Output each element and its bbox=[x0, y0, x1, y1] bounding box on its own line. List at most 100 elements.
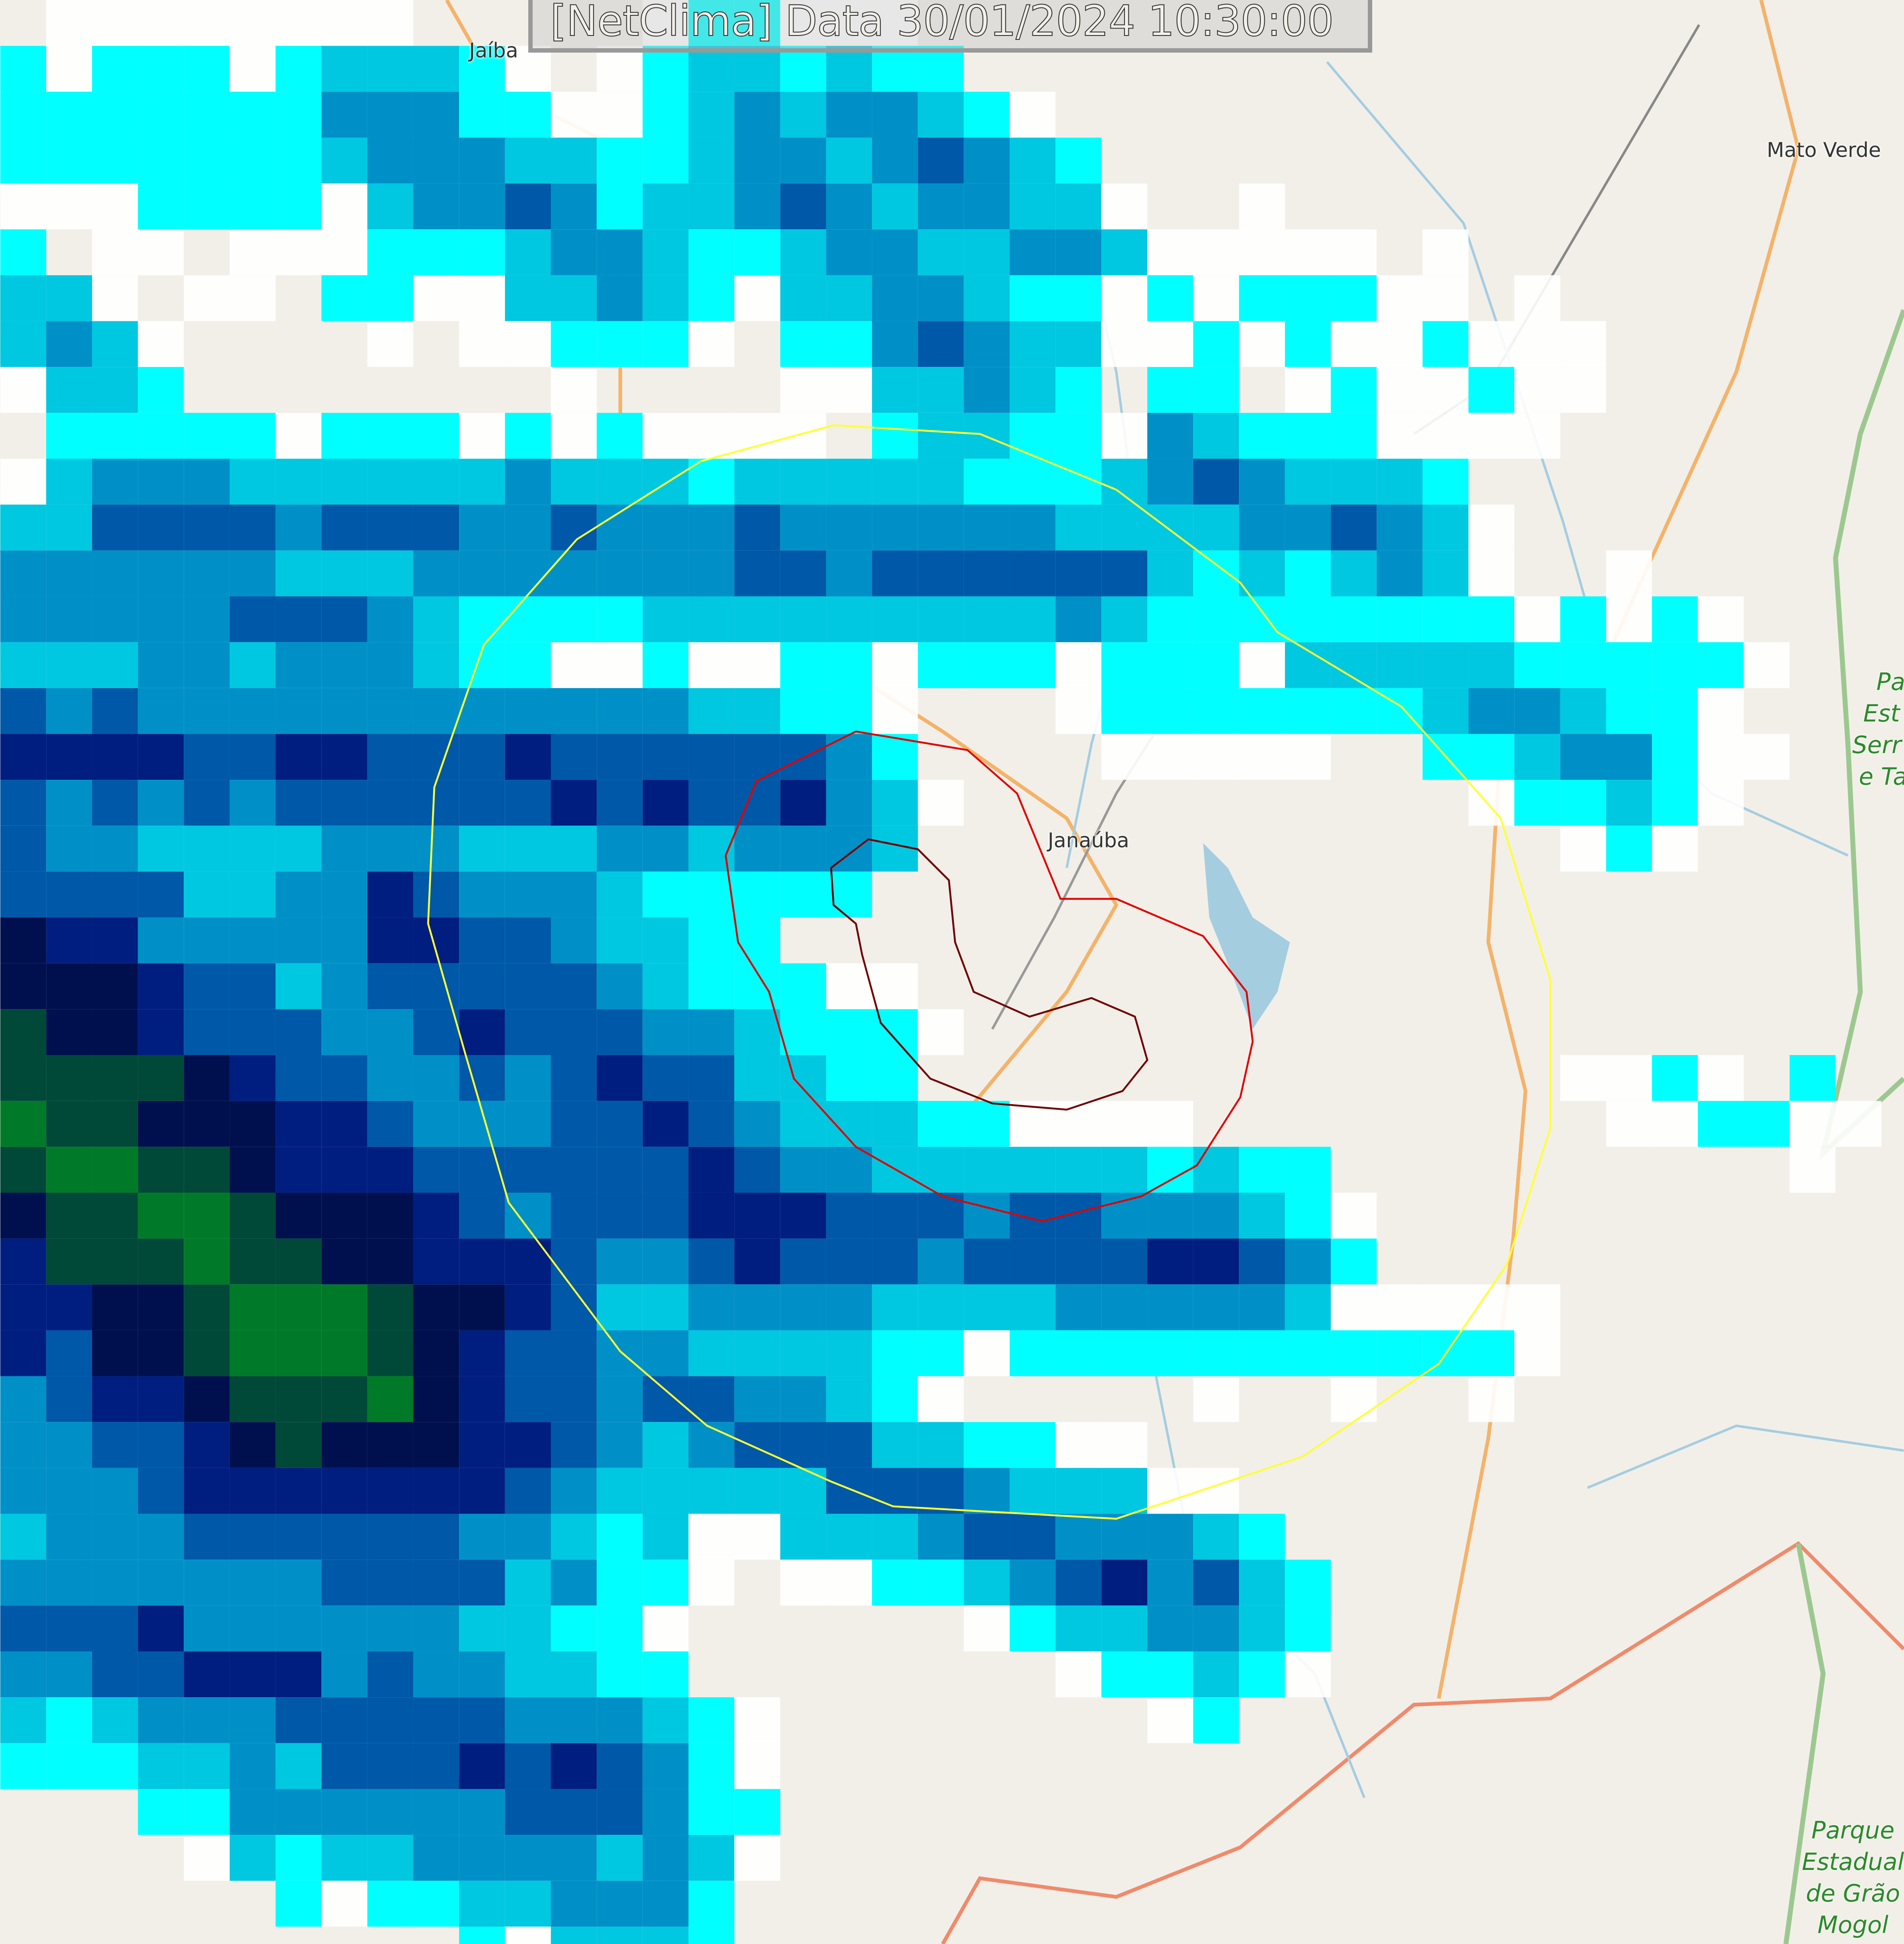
radar-cell bbox=[459, 1835, 505, 1881]
radar-cell bbox=[367, 596, 413, 643]
radar-cell bbox=[1514, 1284, 1560, 1330]
radar-cell bbox=[780, 367, 826, 413]
radar-cell bbox=[688, 1560, 735, 1606]
radar-cell bbox=[367, 321, 413, 367]
radar-cell bbox=[642, 1605, 689, 1652]
radar-cell bbox=[551, 1560, 597, 1606]
radar-cell bbox=[92, 780, 138, 826]
radar-cell bbox=[92, 275, 138, 321]
radar-cell bbox=[597, 825, 643, 872]
radar-cell bbox=[505, 1147, 551, 1193]
radar-cell bbox=[367, 825, 413, 872]
radar-cell bbox=[92, 1468, 138, 1514]
radar-cell bbox=[459, 963, 505, 1009]
radar-cell bbox=[642, 1926, 689, 1944]
radar-cell bbox=[229, 505, 276, 551]
radar-cell bbox=[780, 1376, 826, 1422]
radar-cell bbox=[1101, 1605, 1147, 1652]
radar-cell bbox=[1010, 1330, 1056, 1376]
radar-cell bbox=[1055, 1422, 1102, 1468]
radar-cell bbox=[321, 0, 367, 46]
radar-cell bbox=[505, 229, 551, 275]
radar-cell bbox=[1101, 458, 1147, 505]
radar-cell bbox=[964, 1284, 1010, 1330]
radar-cell bbox=[413, 688, 459, 734]
radar-cell bbox=[275, 825, 322, 872]
radar-cell bbox=[459, 458, 505, 505]
radar-cell bbox=[780, 871, 826, 918]
radar-cell bbox=[964, 550, 1010, 597]
radar-cell bbox=[1239, 458, 1285, 505]
radar-cell bbox=[505, 183, 551, 230]
radar-cell bbox=[1468, 1330, 1515, 1376]
radar-cell bbox=[826, 963, 872, 1009]
radar-cell bbox=[1101, 1192, 1147, 1239]
radar-cell bbox=[826, 596, 872, 643]
radar-cell bbox=[551, 963, 597, 1009]
radar-cell bbox=[459, 137, 505, 184]
radar-cell bbox=[1331, 688, 1377, 734]
radar-cell bbox=[1560, 734, 1606, 780]
radar-cell bbox=[688, 1468, 735, 1514]
radar-cell bbox=[1331, 1192, 1377, 1239]
radar-cell bbox=[780, 321, 826, 367]
radar-cell bbox=[184, 1697, 230, 1743]
radar-cell bbox=[551, 1376, 597, 1422]
radar-cell bbox=[459, 183, 505, 230]
radar-cell bbox=[275, 458, 322, 505]
radar-cell bbox=[688, 1789, 735, 1835]
radar-cell bbox=[505, 1514, 551, 1560]
radar-cell bbox=[597, 1192, 643, 1239]
radar-cell bbox=[826, 46, 872, 92]
radar-cell bbox=[92, 963, 138, 1009]
radar-cell bbox=[138, 137, 184, 184]
radar-cell bbox=[918, 183, 964, 230]
radar-cell bbox=[1147, 321, 1193, 367]
radar-cell bbox=[1101, 596, 1147, 643]
radar-cell bbox=[1239, 1560, 1285, 1606]
park-label-grao-mogol: Parque Estadual de Grão Mogol bbox=[1802, 1816, 1904, 1939]
radar-cell bbox=[367, 183, 413, 230]
radar-cell bbox=[92, 505, 138, 551]
radar-cell bbox=[734, 1835, 780, 1881]
radar-cell bbox=[551, 1468, 597, 1514]
park-border bbox=[1783, 1543, 1826, 1944]
radar-cell bbox=[1422, 1284, 1469, 1330]
place-label-mato-verde: Mato Verde bbox=[1767, 138, 1881, 162]
radar-cell bbox=[1514, 642, 1560, 688]
radar-cell bbox=[551, 1605, 597, 1652]
radar-cell bbox=[642, 412, 689, 459]
radar-cell bbox=[0, 688, 46, 734]
radar-cell bbox=[688, 92, 735, 138]
radar-cell bbox=[1285, 1238, 1331, 1285]
radar-cell bbox=[688, 1835, 735, 1881]
radar-cell bbox=[734, 458, 780, 505]
radar-cell bbox=[734, 1743, 780, 1789]
radar-cell bbox=[1285, 688, 1331, 734]
radar-cell bbox=[597, 1330, 643, 1376]
radar-cell bbox=[0, 917, 46, 963]
radar-cell bbox=[229, 1284, 276, 1330]
radar-cell bbox=[642, 1560, 689, 1606]
radar-cell bbox=[1101, 412, 1147, 459]
radar-cell bbox=[505, 1284, 551, 1330]
radar-cell bbox=[367, 1514, 413, 1560]
radar-cell bbox=[321, 412, 367, 459]
radar-cell bbox=[918, 275, 964, 321]
radar-cell bbox=[321, 1422, 367, 1468]
park-label-serra: Pa Est Serr e Ta bbox=[1852, 668, 1904, 790]
radar-cell bbox=[1010, 550, 1056, 597]
radar-cell bbox=[1101, 1468, 1147, 1514]
radar-cell bbox=[780, 412, 826, 459]
radar-cell bbox=[275, 46, 322, 92]
radar-cell bbox=[551, 137, 597, 184]
radar-cell bbox=[1377, 275, 1423, 321]
radar-cell bbox=[597, 688, 643, 734]
radar-cell bbox=[275, 229, 322, 275]
radar-cell bbox=[964, 229, 1010, 275]
radar-cell bbox=[964, 137, 1010, 184]
radar-cell bbox=[964, 321, 1010, 367]
radar-cell bbox=[826, 458, 872, 505]
